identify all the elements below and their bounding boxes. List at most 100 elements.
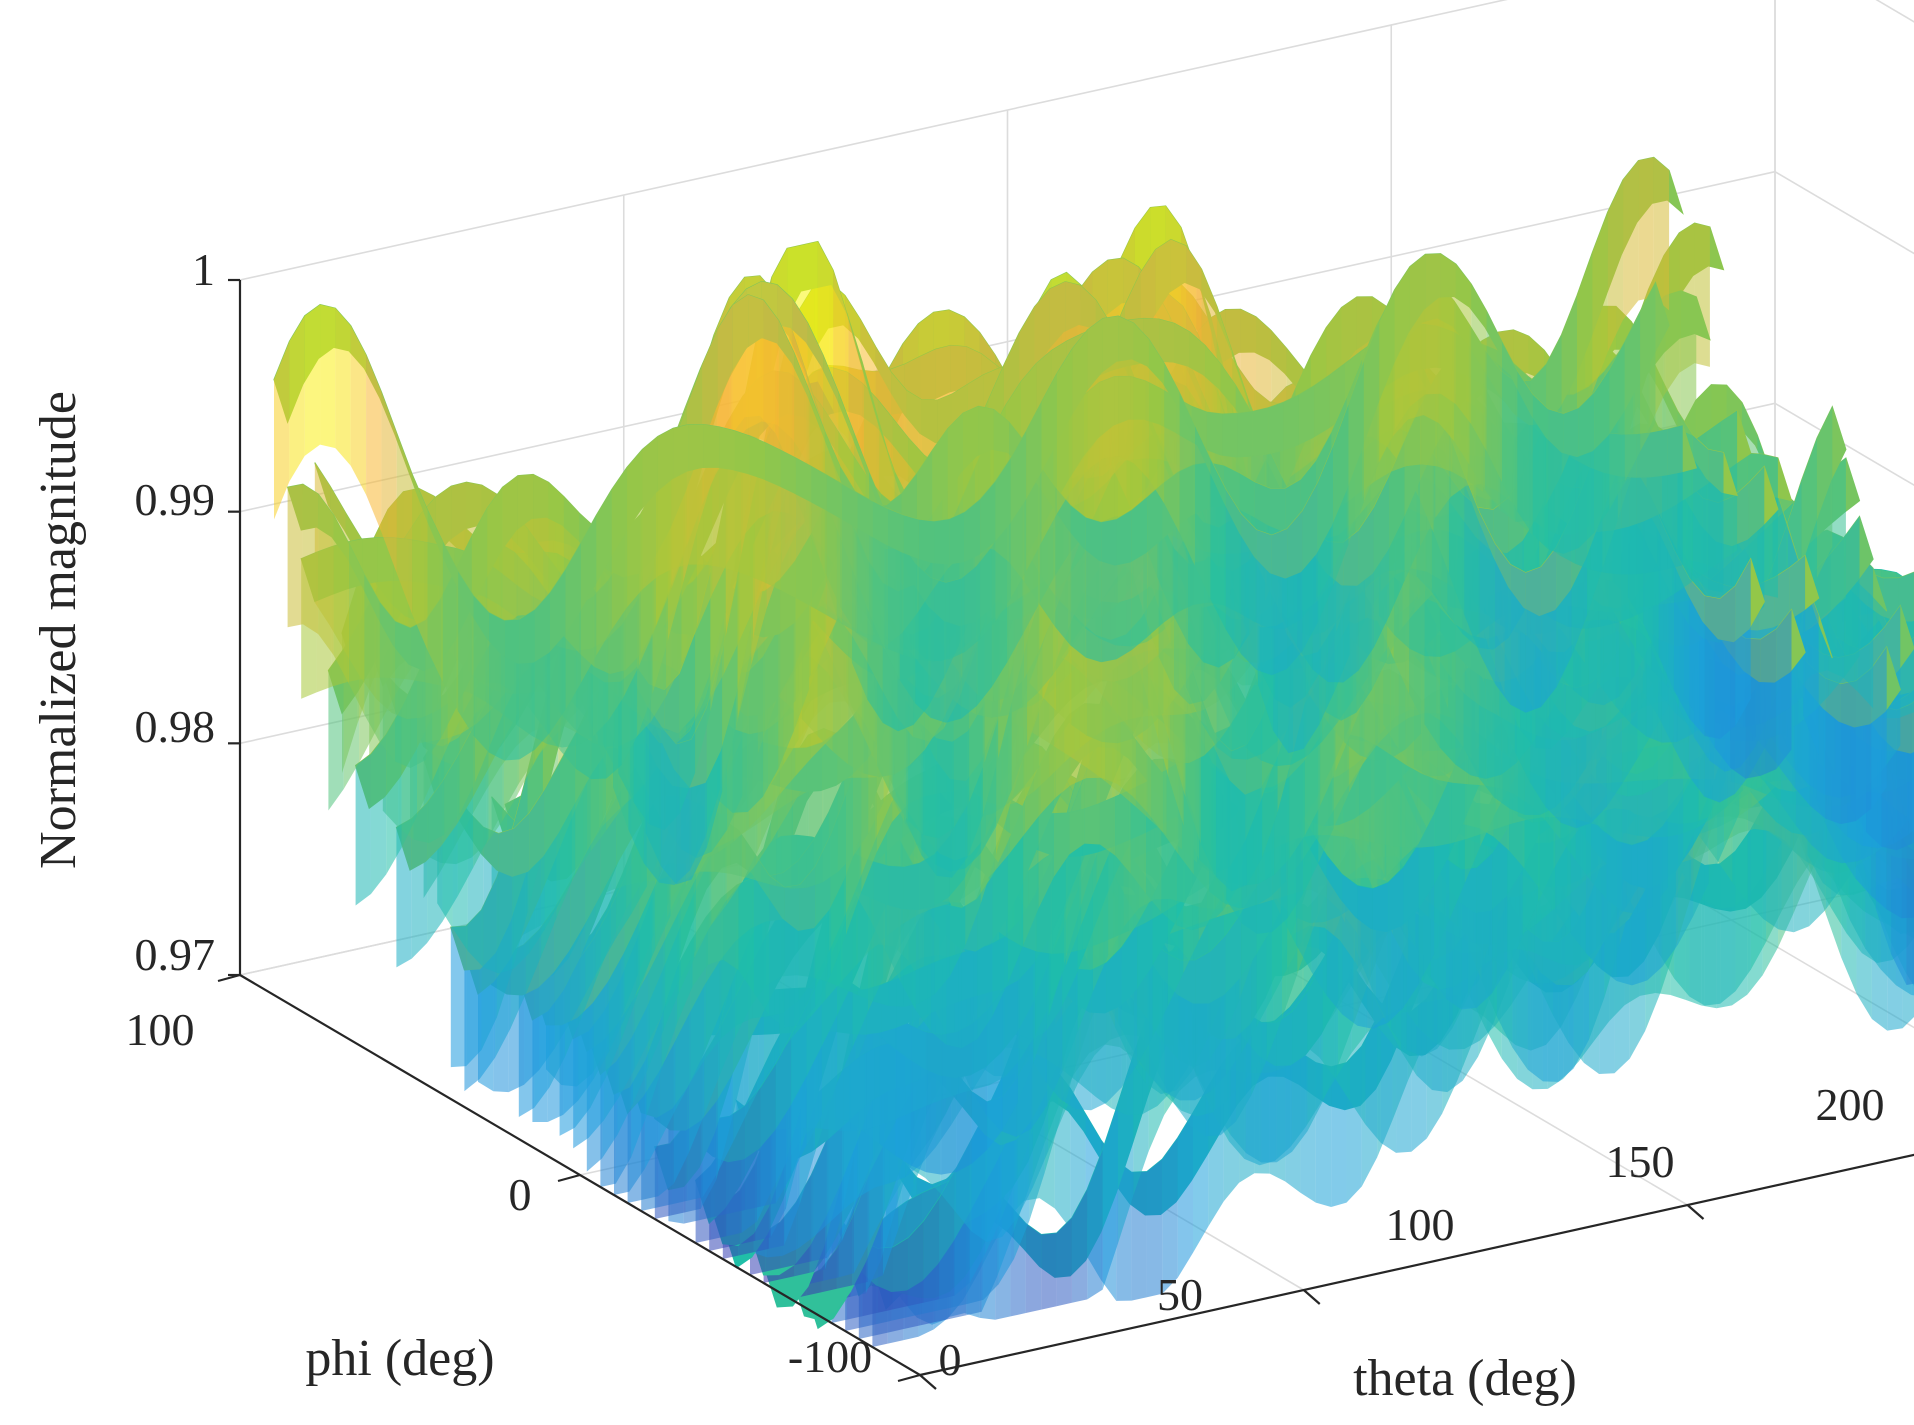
surface-facet bbox=[1830, 457, 1846, 610]
surface-facet bbox=[596, 489, 612, 656]
surface-facet bbox=[1056, 1217, 1072, 1307]
y-tick-mark bbox=[897, 1373, 921, 1383]
surface-facet bbox=[1623, 160, 1639, 320]
surface-facet bbox=[411, 803, 428, 959]
x-axis-label: theta (deg) bbox=[1353, 1350, 1577, 1407]
y-tick-mark bbox=[557, 1173, 581, 1183]
surface-facet bbox=[649, 684, 665, 831]
surface-facet bbox=[1326, 855, 1343, 1015]
surface-facet bbox=[764, 579, 781, 732]
surface-facet bbox=[1502, 341, 1518, 512]
surface-facet bbox=[1594, 369, 1610, 533]
y-tick-mark bbox=[217, 973, 241, 983]
surface-facet bbox=[780, 450, 796, 599]
surface-facet bbox=[888, 865, 904, 1007]
surface-facet bbox=[903, 863, 920, 1007]
surface-facet bbox=[581, 515, 597, 683]
x-tick-label: 0 bbox=[939, 1334, 962, 1385]
surface-facet bbox=[498, 828, 514, 974]
surface-facet bbox=[799, 866, 816, 1025]
surface-facet bbox=[627, 449, 643, 608]
surface-facet bbox=[673, 424, 689, 569]
surface-facet bbox=[328, 649, 344, 811]
surface-facet bbox=[1476, 853, 1493, 1008]
surface-facet bbox=[458, 571, 474, 736]
surface-facet bbox=[1778, 789, 1794, 933]
surface-facet bbox=[1241, 513, 1257, 670]
surface-facet bbox=[1333, 404, 1349, 587]
surface-facet bbox=[1492, 828, 1508, 994]
surface-facet bbox=[1342, 874, 1358, 1026]
surface-facet bbox=[1857, 551, 1874, 709]
surface-facet bbox=[1388, 867, 1404, 1023]
x-tick-label: 100 bbox=[1386, 1199, 1455, 1250]
surface-facet bbox=[1358, 507, 1374, 671]
surface-facet bbox=[1102, 1103, 1118, 1290]
y-axis-ticks: 100 0 -100 bbox=[126, 1004, 873, 1382]
surface-facet bbox=[1071, 1189, 1088, 1303]
surface-facet bbox=[1409, 254, 1426, 407]
surface-facet bbox=[657, 428, 674, 577]
surface-facet bbox=[903, 515, 919, 660]
z-axis-label: Normalized magnitude bbox=[30, 391, 87, 869]
surface-facet bbox=[1287, 510, 1303, 669]
surface-facet bbox=[473, 595, 489, 753]
surface-facet bbox=[1102, 316, 1119, 459]
surface-facet bbox=[778, 320, 795, 494]
surface-facet bbox=[1692, 435, 1709, 590]
surface-facet bbox=[1394, 266, 1410, 430]
surface-facet bbox=[1856, 668, 1872, 822]
surface-facet bbox=[1216, 737, 1232, 892]
surface-facet bbox=[873, 861, 889, 1006]
x-tick-mark bbox=[1686, 1204, 1705, 1220]
surface-facet bbox=[763, 300, 779, 461]
wall-grid-line bbox=[239, 170, 1776, 513]
surface-facet bbox=[1471, 284, 1487, 452]
x-tick-mark bbox=[919, 1374, 937, 1390]
surface-facet bbox=[1210, 935, 1226, 1092]
surface-facet bbox=[1225, 913, 1242, 1076]
surface-facet bbox=[1636, 432, 1652, 575]
x-tick-label: 150 bbox=[1606, 1136, 1675, 1187]
surface-facet bbox=[857, 855, 874, 1002]
surface-facet bbox=[1479, 513, 1495, 684]
surface-facet bbox=[1317, 446, 1334, 623]
surface-facet bbox=[1418, 814, 1435, 985]
surface-facet bbox=[274, 341, 290, 520]
surface-facet bbox=[1816, 406, 1833, 579]
surface-facet bbox=[1101, 519, 1117, 663]
surface-facet bbox=[1131, 497, 1148, 651]
surface-facet bbox=[1667, 425, 1683, 570]
surface-facet bbox=[370, 734, 387, 894]
surface-facet bbox=[1056, 348, 1073, 514]
surface-layer bbox=[273, 156, 1914, 1347]
surface-facet bbox=[1348, 361, 1364, 545]
surface-facet bbox=[488, 612, 505, 761]
x-tick-label: 50 bbox=[1157, 1269, 1203, 1320]
surface-facet bbox=[1276, 1011, 1293, 1163]
surface-facet bbox=[1106, 947, 1122, 1103]
surface-facet bbox=[1640, 282, 1656, 452]
surface-facet bbox=[1525, 566, 1542, 713]
surface-facet bbox=[775, 1035, 792, 1204]
surface-facet bbox=[1609, 341, 1625, 510]
wall-grid-line bbox=[1875, 0, 1914, 23]
surface-facet bbox=[784, 884, 800, 1028]
surface-facet bbox=[1624, 311, 1641, 482]
surface-facet bbox=[335, 308, 351, 466]
x-tick-label: 200 bbox=[1816, 1079, 1885, 1130]
surface-facet bbox=[1689, 578, 1705, 737]
surface-facet bbox=[1087, 318, 1103, 470]
surface-facet bbox=[748, 294, 764, 441]
surface-facet bbox=[1720, 851, 1736, 1004]
y-tick-label: 0 bbox=[509, 1169, 532, 1220]
surface-facet bbox=[1708, 449, 1724, 593]
surface-facet bbox=[533, 474, 549, 623]
wall-grid-line bbox=[1774, 170, 1914, 255]
surface-facet bbox=[534, 592, 551, 750]
z-tick-label: 0.99 bbox=[135, 474, 216, 525]
wall-grid-line bbox=[1774, 402, 1914, 487]
surface-facet bbox=[791, 1005, 807, 1176]
y-tick-label: 100 bbox=[126, 1004, 195, 1055]
surface-facet bbox=[1776, 609, 1792, 770]
